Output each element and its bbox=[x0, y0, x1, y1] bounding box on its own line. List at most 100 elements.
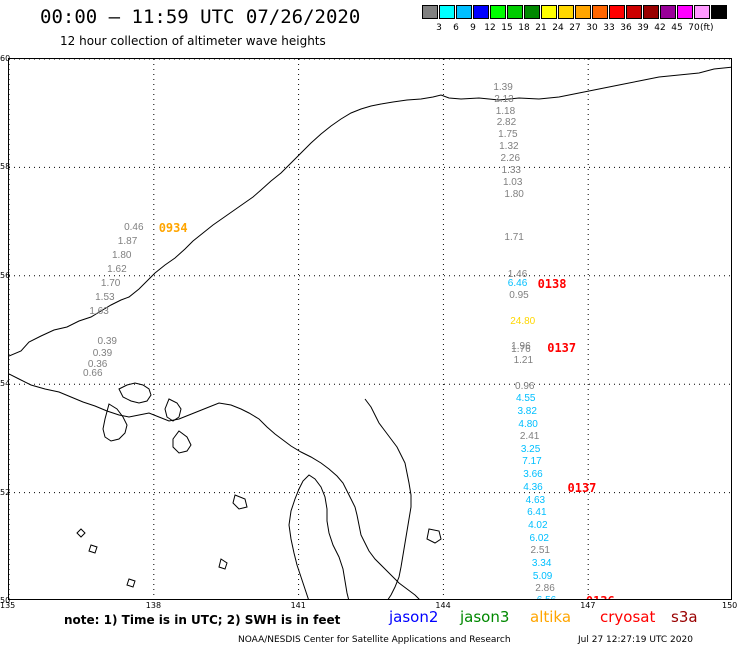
longitude-label: 135 bbox=[0, 601, 16, 610]
wave-height-value: 1.62 bbox=[107, 264, 127, 276]
wave-height-value: 0.95 bbox=[509, 290, 529, 302]
scale-swatch bbox=[507, 5, 523, 19]
wave-height-value: 1.63 bbox=[89, 306, 109, 318]
longitude-label: 144 bbox=[435, 601, 451, 610]
scale-label: 24 bbox=[552, 23, 564, 33]
scale-swatch bbox=[609, 5, 625, 19]
scale-swatch bbox=[439, 5, 455, 19]
pass-time-label: 0137 bbox=[567, 481, 597, 496]
wave-height-value: 1.75 bbox=[498, 129, 518, 141]
satellite-name: cryosat bbox=[600, 608, 656, 626]
pass-time-label: 0136 bbox=[586, 594, 615, 599]
pass-time-label: 0934 bbox=[158, 221, 188, 236]
wave-height-value: 1.33 bbox=[501, 164, 521, 176]
wave-height-value: 2.13 bbox=[494, 93, 514, 105]
wave-height-value: 3.25 bbox=[520, 443, 541, 455]
wave-height-value: 3.34 bbox=[531, 558, 552, 570]
wave-height-value: 1.96 bbox=[511, 340, 531, 352]
scale-label: 9 bbox=[470, 23, 476, 33]
map-panel: 1.39 2.13 1.18 2.82 1.75 1.32 2.26 1.33 1.03 1.80… bbox=[8, 58, 732, 600]
pass-time-label: 0137 bbox=[547, 340, 577, 355]
wave-height-value: 1.71 bbox=[504, 231, 524, 243]
longitude-label: 147 bbox=[580, 601, 596, 610]
wave-height-value: 2.41 bbox=[519, 431, 540, 443]
scale-label: 30 bbox=[586, 23, 598, 33]
scale-swatch bbox=[541, 5, 557, 19]
map-canvas bbox=[9, 59, 731, 599]
scale-swatch bbox=[490, 5, 506, 19]
wave-height-value: 24.80 bbox=[510, 315, 536, 327]
scale-label: 3 bbox=[436, 23, 442, 33]
scale-swatch bbox=[422, 5, 438, 19]
coastline bbox=[9, 66, 731, 599]
scale-label: 12 bbox=[484, 23, 496, 33]
wave-height-value: 6.02 bbox=[529, 532, 549, 544]
satellite-name: s3a bbox=[671, 608, 698, 626]
scale-unit: (ft) bbox=[700, 23, 714, 33]
latitude-label: 60 bbox=[0, 54, 11, 63]
satellite-name: altika bbox=[530, 608, 572, 626]
wave-height-value: 0.39 bbox=[92, 348, 113, 360]
wave-height-value: 1.39 bbox=[493, 82, 513, 94]
credit-line: NOAA/NESDIS Center for Satellite Applica… bbox=[238, 635, 511, 645]
scale-label: 42 bbox=[654, 23, 666, 33]
wave-height-value: 4.36 bbox=[523, 482, 543, 494]
longitude-label: 150 bbox=[722, 601, 738, 610]
latitude-label: 54 bbox=[0, 379, 11, 389]
scale-swatch bbox=[694, 5, 710, 19]
wave-height-value: 1.70 bbox=[100, 277, 121, 289]
latitude-label: 52 bbox=[0, 487, 11, 497]
scale-swatch bbox=[473, 5, 489, 19]
page-title: 00:00 – 11:59 UTC 07/26/2020 bbox=[40, 6, 361, 28]
scale-swatch bbox=[592, 5, 608, 19]
wave-height-value: 4.02 bbox=[528, 520, 548, 532]
wave-height-value: 1.80 bbox=[504, 188, 524, 200]
wave-height-value: 6.56 bbox=[537, 595, 556, 599]
satellite-name: jason3 bbox=[460, 608, 510, 626]
wave-height-value: 3.82 bbox=[517, 406, 537, 418]
latitude-label: 58 bbox=[0, 162, 11, 172]
scale-label: 70 bbox=[688, 23, 700, 33]
wave-height-value: 0.39 bbox=[97, 335, 117, 347]
page-subtitle: 12 hour collection of altimeter wave hei… bbox=[60, 34, 326, 48]
scale-swatch bbox=[626, 5, 642, 19]
wave-height-value: 1.03 bbox=[502, 176, 523, 188]
scale-label: 27 bbox=[569, 23, 581, 33]
wave-height-value: 2.26 bbox=[500, 153, 521, 165]
wave-height-value: 2.82 bbox=[496, 117, 517, 129]
wave-height-value: 1.18 bbox=[495, 105, 516, 117]
scale-swatch bbox=[643, 5, 659, 19]
satellite-name: jason2 bbox=[389, 608, 439, 626]
latitude-label: 50 bbox=[0, 596, 11, 605]
wave-height-value: 0.66 bbox=[83, 368, 103, 380]
scale-swatch bbox=[711, 5, 727, 19]
wave-height-value: 1.87 bbox=[117, 236, 138, 248]
wave-height-value: 7.17 bbox=[522, 456, 542, 468]
scale-label: 15 bbox=[501, 23, 513, 33]
wave-height-value: 6.46 bbox=[507, 278, 528, 290]
wave-height-value: 1.53 bbox=[95, 292, 115, 304]
wave-height-value: 4.55 bbox=[516, 393, 536, 405]
wave-height-value: 5.09 bbox=[532, 570, 553, 582]
scale-label: 21 bbox=[535, 23, 547, 33]
lat-lon-grid bbox=[9, 59, 731, 599]
wave-height-value: 0.96 bbox=[515, 380, 535, 392]
wave-height-value: 2.51 bbox=[530, 545, 550, 557]
wave-height-value: 4.63 bbox=[525, 494, 546, 506]
scale-label: 45 bbox=[671, 23, 683, 33]
pass-time-label: 0138 bbox=[537, 277, 567, 292]
scale-label: 36 bbox=[620, 23, 632, 33]
scale-swatch bbox=[575, 5, 591, 19]
wave-height-value: 1.80 bbox=[112, 249, 132, 261]
wave-height-value: 2.86 bbox=[535, 583, 555, 595]
scale-swatch bbox=[558, 5, 574, 19]
scale-swatch bbox=[456, 5, 472, 19]
scale-label: 39 bbox=[637, 23, 649, 33]
wave-height-value: 1.32 bbox=[499, 141, 519, 153]
wave-height-value: 0.36 bbox=[87, 359, 108, 371]
wave-height-value: 4.80 bbox=[518, 418, 538, 430]
scale-swatch bbox=[524, 5, 540, 19]
wave-height-value: 1.21 bbox=[513, 355, 534, 367]
generated-timestamp: Jul 27 12:27:19 UTC 2020 bbox=[578, 635, 693, 645]
scale-swatch bbox=[660, 5, 676, 19]
